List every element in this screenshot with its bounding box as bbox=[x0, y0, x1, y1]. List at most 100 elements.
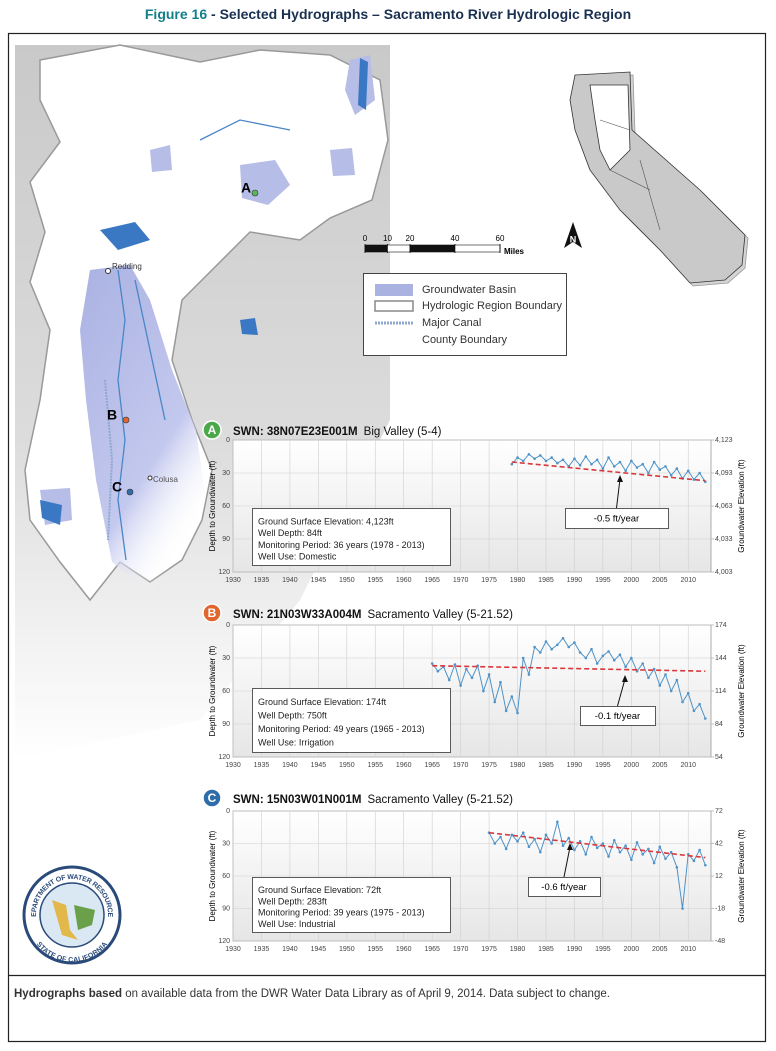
data-point bbox=[533, 457, 536, 461]
figure-title: Figure 16 - Selected Hydrographs – Sacra… bbox=[145, 6, 631, 22]
data-point bbox=[556, 643, 559, 647]
data-point bbox=[692, 859, 696, 863]
annotation-arrowhead bbox=[617, 475, 623, 482]
y2-tick-label: 114 bbox=[715, 688, 726, 695]
data-point bbox=[664, 673, 667, 676]
y-axis-label: Depth to Groundwater (ft) bbox=[208, 645, 217, 736]
scale-segment bbox=[409, 244, 456, 253]
x-tick-label: 1990 bbox=[567, 762, 583, 769]
data-point bbox=[658, 845, 662, 849]
data-point bbox=[447, 678, 451, 682]
x-tick-label: 1985 bbox=[538, 946, 554, 953]
y2-tick-label: 4,063 bbox=[715, 503, 733, 510]
city-label: Colusa bbox=[153, 475, 178, 484]
city-dot bbox=[105, 268, 111, 274]
data-point bbox=[590, 647, 593, 651]
data-point bbox=[669, 850, 673, 854]
data-point bbox=[538, 850, 542, 854]
info-line: Well Use: Domestic bbox=[258, 552, 337, 562]
site-dot bbox=[251, 189, 259, 197]
data-point bbox=[652, 460, 656, 464]
y2-tick-label: -48 bbox=[715, 938, 725, 945]
y-tick-label: 0 bbox=[226, 437, 230, 444]
trend-line bbox=[511, 461, 706, 482]
data-point bbox=[624, 469, 627, 473]
data-point bbox=[630, 656, 633, 660]
scale-label: 0 bbox=[363, 234, 368, 243]
x-tick-label: 1945 bbox=[311, 946, 327, 953]
data-point bbox=[686, 469, 690, 473]
data-point bbox=[527, 845, 531, 849]
x-tick-label: 1965 bbox=[424, 946, 440, 953]
chart-title: SWN: 15N03W01N001M bbox=[233, 794, 361, 806]
data-point bbox=[465, 667, 468, 671]
trend-line bbox=[432, 664, 706, 672]
city-label: Redding bbox=[112, 262, 142, 271]
x-tick-label: 1960 bbox=[396, 946, 412, 953]
x-tick-label: 1950 bbox=[339, 946, 355, 953]
data-point bbox=[527, 453, 531, 456]
annotation-arrow bbox=[563, 846, 571, 878]
data-point bbox=[641, 853, 645, 856]
data-point bbox=[595, 662, 599, 665]
data-point bbox=[681, 700, 684, 704]
inset-county bbox=[589, 119, 661, 231]
y-tick-label: 30 bbox=[222, 655, 230, 662]
city-dot bbox=[147, 475, 153, 481]
data-point bbox=[516, 456, 519, 459]
data-point bbox=[652, 667, 656, 671]
data-point bbox=[630, 858, 633, 862]
data-point bbox=[556, 820, 559, 824]
hydrograph: A SWN: 38N07E23E001M Big Valley (5-4)1930 1… bbox=[202, 420, 746, 584]
data-point bbox=[595, 846, 599, 850]
x-tick-label: 2000 bbox=[624, 946, 640, 953]
data-point bbox=[578, 464, 582, 467]
annotation-arrowhead bbox=[567, 843, 573, 850]
site-badge bbox=[202, 420, 222, 440]
y2-axis-label: Groundwater Elevation (ft) bbox=[737, 644, 746, 738]
x-tick-label: 1985 bbox=[538, 577, 554, 584]
info-line: Well Depth: 750ft bbox=[258, 711, 327, 721]
x-tick-label: 1995 bbox=[595, 577, 611, 584]
y2-axis-label: Groundwater Elevation (ft) bbox=[737, 459, 746, 553]
y-axis-label: Depth to Groundwater (ft) bbox=[208, 460, 217, 551]
x-tick-label: 1930 bbox=[225, 762, 241, 769]
data-point bbox=[556, 461, 559, 465]
data-point bbox=[510, 695, 514, 698]
x-tick-label: 1930 bbox=[225, 946, 241, 953]
data-point bbox=[675, 678, 679, 682]
annotation-label: -0.6 ft/year bbox=[541, 882, 586, 893]
groundwater-basin bbox=[80, 265, 206, 592]
data-point bbox=[470, 676, 474, 680]
chart-subtitle: Sacramento Valley (5-21.52) bbox=[367, 609, 513, 621]
x-tick-label: 1940 bbox=[282, 762, 298, 769]
x-tick-label: 1985 bbox=[538, 762, 554, 769]
data-point bbox=[504, 847, 508, 851]
map: Redding Colusa A B C N bbox=[15, 44, 749, 760]
data-point bbox=[607, 855, 610, 858]
data-point bbox=[675, 866, 679, 869]
info-line: Monitoring Period: 36 years (1978 - 2013… bbox=[258, 540, 425, 550]
info-line: Ground Surface Elevation: 72ft bbox=[258, 885, 382, 895]
data-point bbox=[493, 700, 497, 704]
data-point bbox=[652, 861, 656, 865]
chart-subtitle: Big Valley (5-4) bbox=[364, 426, 442, 438]
frame bbox=[7, 32, 767, 1043]
chart-title: SWN: 38N07E23E001M bbox=[233, 426, 358, 438]
data-point bbox=[516, 840, 519, 843]
footer-text: on available data from the DWR Water Dat… bbox=[122, 988, 610, 1000]
x-tick-label: 2010 bbox=[680, 762, 696, 769]
legend-label: Major Canal bbox=[422, 317, 481, 329]
y2-tick-label: 4,003 bbox=[715, 569, 733, 576]
annotation-arrow bbox=[616, 478, 621, 509]
info-line: Well Use: Industrial bbox=[258, 919, 335, 929]
y2-tick-label: 144 bbox=[715, 655, 727, 662]
river bbox=[117, 119, 291, 561]
x-tick-label: 2005 bbox=[652, 946, 668, 953]
legend-swatch bbox=[374, 300, 414, 312]
data-point bbox=[561, 458, 565, 462]
x-tick-label: 1970 bbox=[453, 762, 469, 769]
x-tick-label: 2010 bbox=[680, 577, 696, 584]
scale-label: 60 bbox=[496, 234, 505, 243]
map-legend: Groundwater Basin Hydrologic Region Boun… bbox=[363, 273, 567, 356]
